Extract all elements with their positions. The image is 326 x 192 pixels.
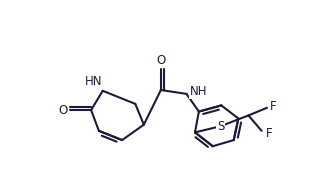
Text: O: O xyxy=(156,54,166,67)
Text: F: F xyxy=(265,127,272,140)
Text: F: F xyxy=(270,100,277,113)
Text: NH: NH xyxy=(189,85,207,98)
Text: O: O xyxy=(59,103,68,117)
Text: HN: HN xyxy=(85,75,103,89)
Text: S: S xyxy=(217,120,224,133)
